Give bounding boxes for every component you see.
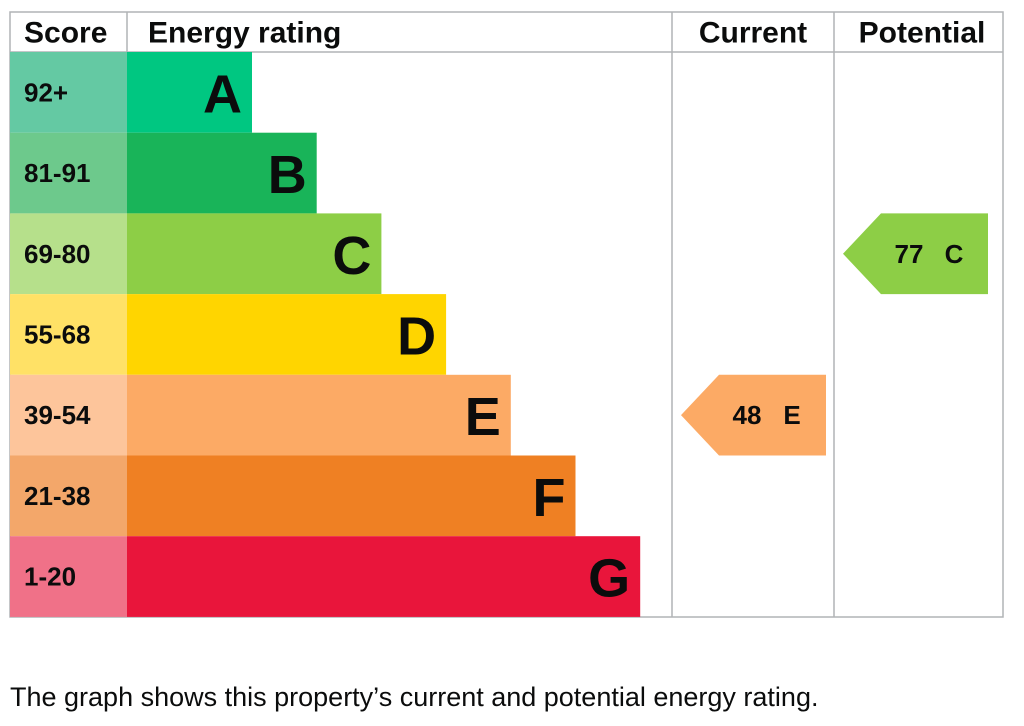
score-range: 39-54	[24, 400, 91, 430]
rating-bar	[127, 132, 317, 214]
score-cell	[10, 132, 127, 214]
score-cell	[10, 455, 127, 537]
score-cell	[10, 374, 127, 456]
score-cell	[10, 294, 127, 375]
potential-score: 77	[895, 239, 924, 269]
rating-letter: D	[397, 306, 436, 366]
score-cell	[10, 213, 127, 295]
rating-letter: C	[332, 226, 371, 286]
score-range: 21-38	[24, 481, 91, 511]
score-cell	[10, 536, 127, 617]
rating-bar	[127, 294, 447, 375]
rating-bar	[127, 536, 641, 617]
score-range: 92+	[24, 77, 68, 107]
current-arrow	[681, 374, 826, 456]
score-range: 55-68	[24, 319, 91, 349]
current-header: Current	[699, 17, 807, 50]
rating-letter: F	[533, 468, 566, 528]
rating-letter: B	[268, 145, 307, 205]
score-range: 81-91	[24, 158, 91, 188]
rating-header: Energy rating	[148, 17, 341, 50]
score-header: Score	[24, 17, 107, 50]
potential-letter: C	[945, 239, 964, 269]
rating-bar	[127, 455, 576, 537]
rating-letter: G	[588, 549, 630, 609]
score-range: 1-20	[24, 562, 76, 592]
caption: The graph shows this property’s current …	[10, 682, 818, 712]
rating-letter: A	[203, 64, 242, 124]
current-letter: E	[783, 400, 800, 430]
potential-arrow	[843, 213, 988, 295]
current-score: 48	[733, 400, 762, 430]
rating-bar	[127, 213, 382, 295]
potential-header: Potential	[859, 17, 986, 50]
score-cell	[10, 52, 127, 133]
rating-letter: E	[465, 387, 501, 447]
score-range: 69-80	[24, 239, 91, 269]
rating-bar	[127, 374, 511, 456]
rating-bar	[127, 52, 252, 133]
